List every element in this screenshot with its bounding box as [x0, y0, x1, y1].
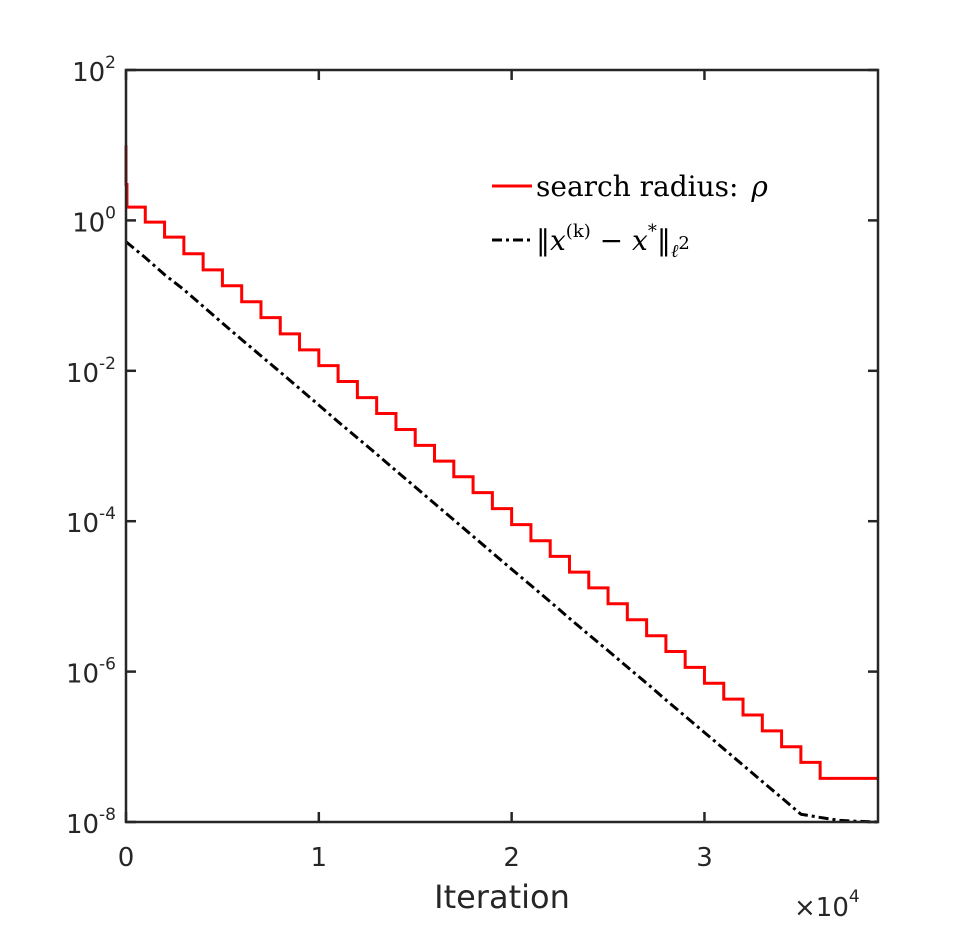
y-tick-label-3: 10-4 [66, 504, 116, 539]
svg-text:×104: ×104 [794, 887, 860, 923]
plot-area: 0 1 2 3 102 100 10-2 10-4 10-6 10-8 [66, 53, 880, 873]
multiplier-times: × [794, 893, 816, 923]
x-axis-label: Iteration [434, 878, 570, 916]
series-line-1 [125, 240, 879, 824]
y-tick-label-2: 10-2 [66, 354, 116, 389]
y-tick-label-5: 10-8 [66, 805, 116, 840]
y-tick-label-1: 100 [72, 203, 116, 238]
y-tick-label-0: 102 [72, 53, 116, 88]
axes-box [124, 68, 880, 824]
multiplier-base: 10 [816, 893, 849, 923]
x-tick-label-2: 2 [503, 843, 520, 873]
y-tick-label-4: 10-6 [66, 655, 116, 690]
x-tick-label-0: 0 [118, 843, 135, 873]
x-axis-multiplier: ×104 [794, 887, 860, 923]
series-line-0 [124, 145, 878, 780]
series-layer [124, 145, 879, 824]
ticks-layer: 0 1 2 3 102 100 10-2 10-4 10-6 10-8 [66, 53, 878, 873]
x-axis-label-group: Iteration [434, 878, 570, 916]
multiplier-exponent: 4 [849, 887, 860, 907]
x-tick-label-3: 3 [696, 843, 713, 873]
legend: search radius: ρ ‖x(k) − x*‖ℓ2 [492, 170, 768, 262]
legend-entry-error-norm: ‖x(k) − x*‖ℓ2 [536, 221, 690, 262]
legend-entry-search-radius: search radius: ρ [536, 170, 768, 203]
x-tick-label-1: 1 [311, 843, 328, 873]
